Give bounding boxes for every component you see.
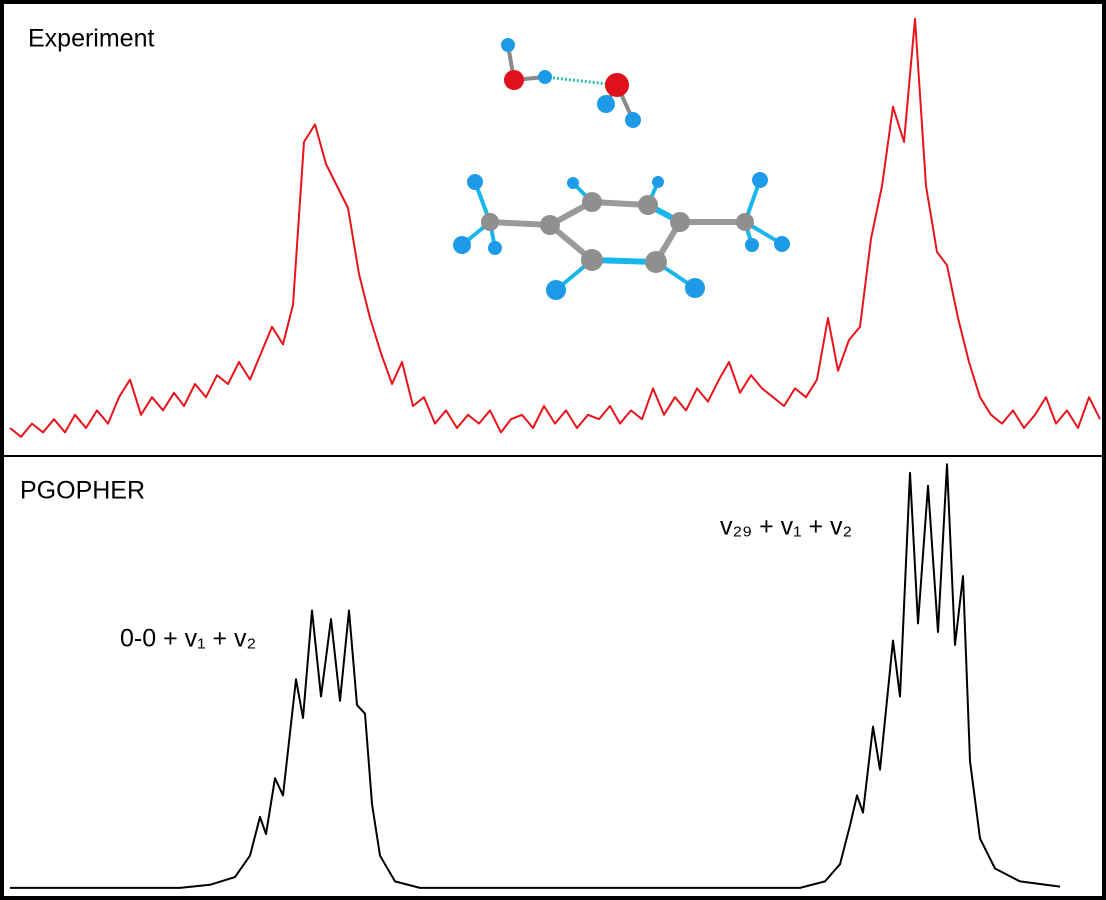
panel-title: Experiment bbox=[28, 25, 154, 53]
panel-title: PGOPHER bbox=[20, 477, 145, 505]
band-label: 0-0 + v₁ + v₂ bbox=[120, 625, 256, 653]
frame bbox=[2, 2, 1104, 898]
figure: Experiment PGOPHER 0-0 + v₁ + v₂ v₂₉ + v… bbox=[0, 0, 1106, 900]
band-label: v₂₉ + v₁ + v₂ bbox=[720, 513, 852, 541]
